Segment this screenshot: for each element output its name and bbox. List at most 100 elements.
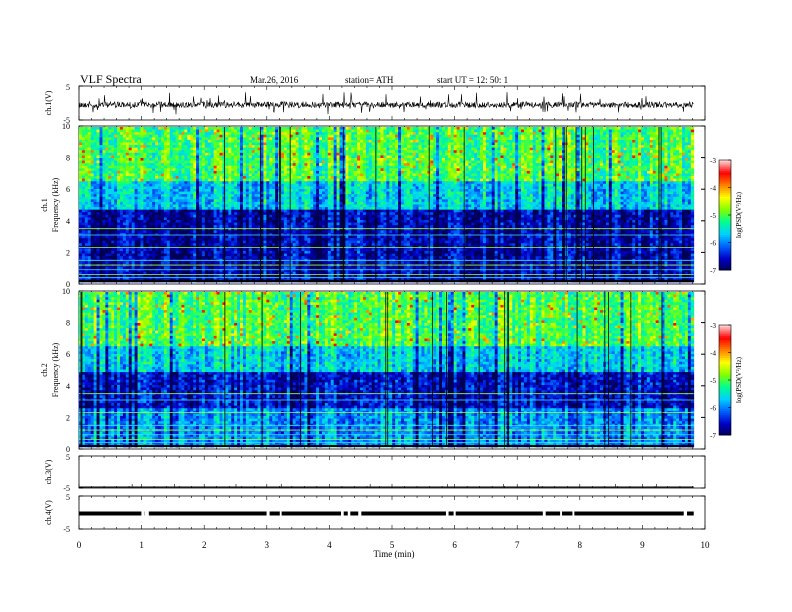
- spectrogram-cell: [491, 168, 496, 172]
- spectrogram-cell: [336, 150, 340, 154]
- spectrogram-cell: [319, 173, 323, 177]
- spectrogram-cell: [125, 129, 130, 133]
- spectrogram-cell: [649, 178, 654, 182]
- spectrogram-cell: [459, 168, 463, 172]
- spectrogram-cell: [245, 168, 250, 172]
- spectrogram-cell: [687, 163, 692, 167]
- spectrogram-cell: [365, 155, 370, 159]
- spectrogram-cell: [409, 127, 414, 130]
- spectrogram-cell: [231, 168, 235, 172]
- spectrogram-cell: [664, 170, 668, 174]
- spectrogram-cell: [676, 139, 680, 143]
- spectrogram-cell: [377, 178, 381, 182]
- spectrogram-cell: [207, 129, 212, 133]
- spectrogram-cell: [275, 170, 279, 174]
- spectrogram-cell: [424, 163, 428, 167]
- spectrogram-cell: [643, 165, 648, 169]
- spectrogram-cell: [602, 160, 607, 164]
- spectrogram-cell: [602, 150, 607, 154]
- spectrogram-cell: [117, 134, 121, 138]
- spectrogram-cell: [184, 147, 188, 151]
- spectrogram-cell: [160, 181, 165, 185]
- spectrogram-cell: [617, 178, 621, 182]
- spectrogram-cell: [395, 145, 399, 149]
- spectrogram-cell: [588, 170, 592, 174]
- spectrogram-cell: [655, 178, 660, 182]
- spectrogram-cell: [412, 178, 417, 182]
- spectrogram-cell: [547, 139, 551, 143]
- spectrogram-cell: [152, 137, 156, 141]
- spectrogram-cell: [638, 139, 642, 143]
- spectrogram-cell: [523, 129, 528, 133]
- spectrogram-cell: [424, 176, 428, 180]
- spectrogram-cell: [351, 158, 355, 161]
- spectrogram-cell: [242, 145, 247, 149]
- spectrogram-cell: [313, 160, 317, 164]
- spectrogram-cell: [611, 150, 616, 154]
- spectrogram-cell: [602, 127, 607, 130]
- spectrogram-cell: [503, 165, 507, 169]
- spectrogram-cell: [234, 155, 238, 159]
- spectrogram-cell: [263, 134, 267, 138]
- spectrogram-cell: [629, 152, 633, 156]
- spectrogram-cell: [181, 173, 185, 177]
- spectrogram-cell: [532, 134, 537, 138]
- spectrogram-cell: [605, 176, 610, 180]
- spectrogram-cell: [684, 127, 689, 130]
- spectrogram-cell: [140, 178, 144, 182]
- spectrogram-cell: [380, 158, 384, 161]
- spectrogram-cell: [345, 134, 349, 138]
- spectrogram-cell: [336, 165, 340, 169]
- spectrogram-cell: [444, 160, 449, 164]
- spectrogram-cell: [166, 145, 171, 149]
- spectrogram-cell: [544, 170, 548, 174]
- spectrogram-cell: [111, 132, 115, 136]
- y-tick-label: 8: [66, 154, 70, 163]
- spectrogram-cell: [684, 142, 689, 146]
- spectrogram-cell: [433, 142, 437, 146]
- spectrogram-cell: [108, 129, 112, 133]
- spectrogram-cell: [321, 152, 326, 156]
- spectrogram-cell: [617, 132, 621, 136]
- spectrogram-cell: [412, 134, 417, 138]
- spectrogram-cell: [146, 165, 150, 169]
- spectrogram-cell: [357, 139, 361, 143]
- spectrogram-cell: [155, 155, 159, 159]
- spectrogram-cell: [163, 160, 168, 164]
- spectrogram-cell: [629, 158, 633, 161]
- spectrogram-cell: [605, 173, 610, 177]
- spectrogram-cell: [178, 181, 182, 185]
- spectrogram-cell: [544, 160, 548, 164]
- spectrogram-cell: [626, 178, 630, 182]
- spectrogram-cell: [441, 127, 446, 130]
- spectrogram-cell: [342, 158, 346, 161]
- spectrogram-cell: [398, 158, 402, 161]
- spectrogram-cell: [354, 137, 358, 141]
- spectrogram-cell: [623, 165, 627, 169]
- spectrogram-cell: [430, 137, 434, 141]
- spectrogram-cell: [526, 132, 531, 136]
- spectrogram-cell: [333, 139, 337, 143]
- spectrogram-cell: [160, 152, 165, 156]
- spectrogram-cell: [251, 147, 256, 151]
- spectrogram-cell: [178, 145, 182, 149]
- spectrogram-cell: [286, 173, 291, 177]
- spectrogram-cell: [450, 173, 455, 177]
- spectrogram-cell: [146, 132, 150, 136]
- spectrogram-cell: [541, 145, 545, 149]
- spectrogram-cell: [582, 147, 586, 151]
- spectrogram-cell: [480, 145, 484, 149]
- spectrogram-cell: [482, 139, 487, 143]
- spectrogram-cell: [682, 145, 686, 149]
- spectrogram-cell: [193, 155, 197, 159]
- spectrogram-cell: [166, 170, 171, 174]
- spectrogram-cell: [181, 163, 185, 167]
- spectrogram-cell: [304, 147, 308, 151]
- spectrogram-cell: [529, 145, 534, 149]
- spectrogram-cell: [152, 163, 156, 167]
- spectrogram-cell: [456, 158, 460, 161]
- spectrogram-cell: [333, 158, 337, 161]
- spectrogram-cell: [207, 139, 212, 143]
- spectrogram-cell: [199, 170, 203, 174]
- spectrogram-cell: [523, 178, 528, 182]
